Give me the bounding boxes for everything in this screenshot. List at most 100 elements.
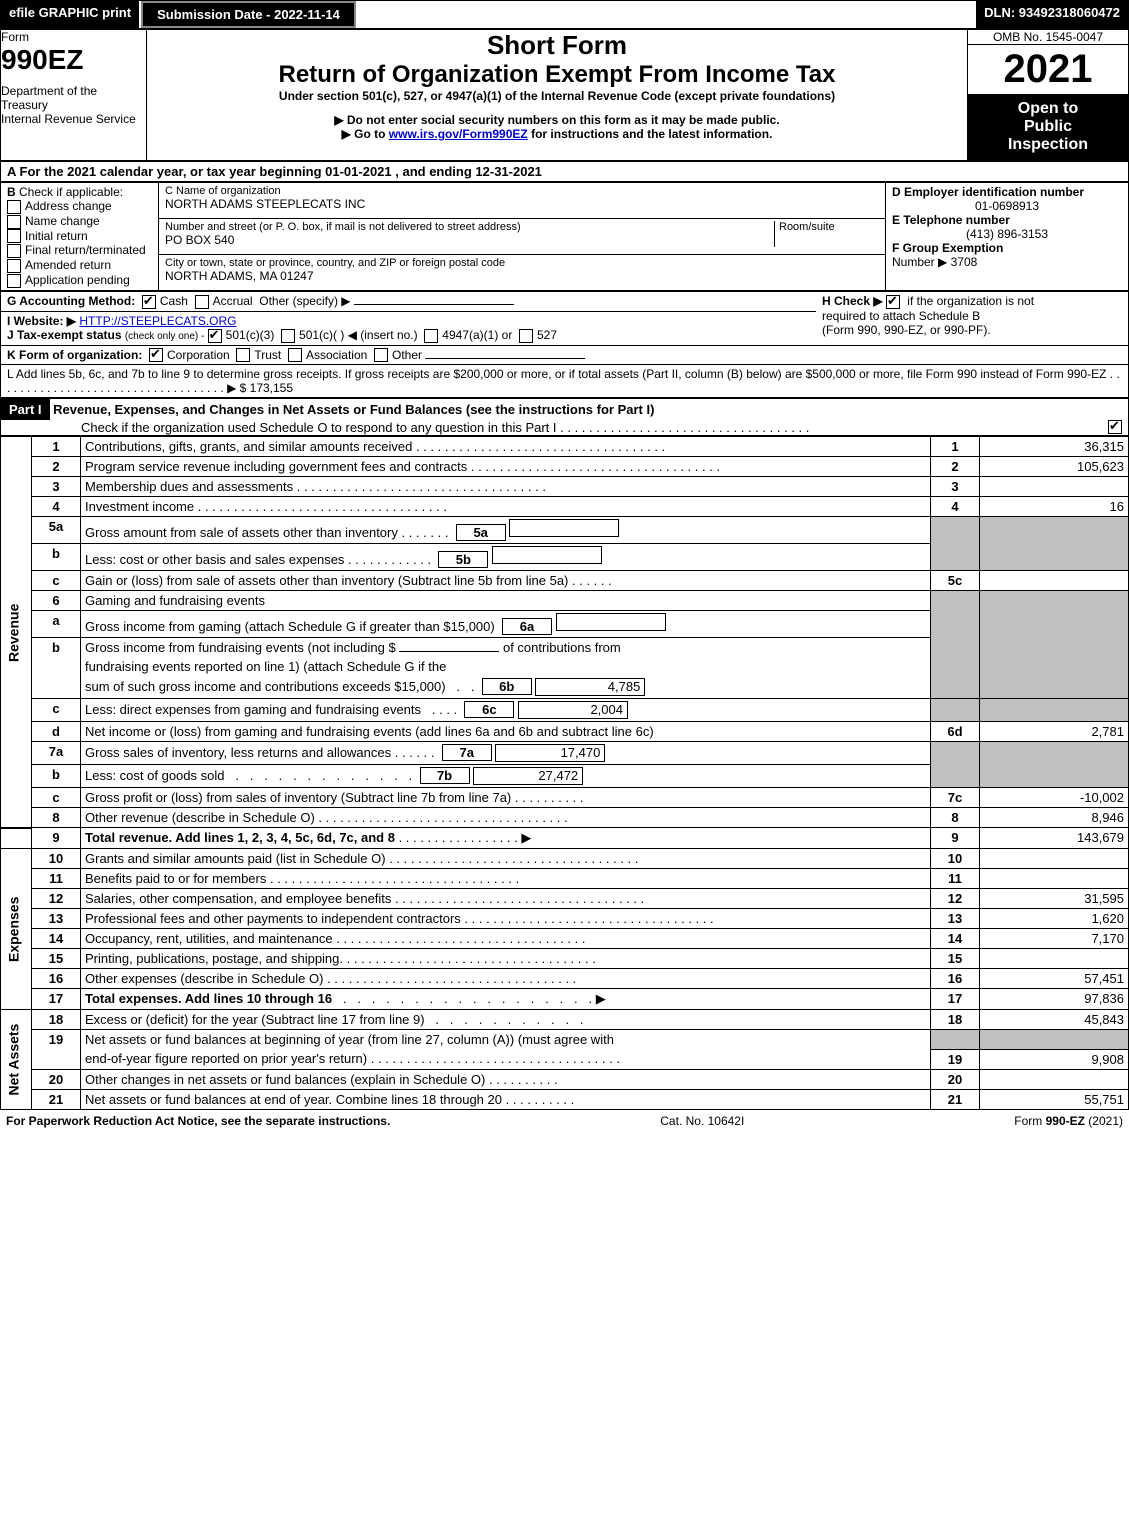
checkbox-association[interactable] [288,348,302,362]
l6b-desc1: Gross income from fundraising events (no… [81,638,931,658]
opt-corporation: Corporation [167,348,230,362]
l8-num: 8 [32,808,81,828]
line-5c-row: c Gain or (loss) from sale of assets oth… [1,571,1129,591]
efile-print-button[interactable]: efile GRAPHIC print [1,1,141,28]
opt-app-pending: Application pending [25,273,130,287]
checkbox-amended[interactable] [7,259,21,273]
checkbox-address-change[interactable] [7,200,21,214]
checkbox-h[interactable] [886,295,900,309]
l5a-num: 5a [32,517,81,544]
topbar-spacer [356,1,976,28]
section-f-label: F Group Exemption [892,241,1003,255]
dots-13 [461,911,714,926]
open-line2: Public [972,118,1124,136]
opt-other-org: Other [392,348,422,362]
l6b-contrib-input[interactable] [399,651,499,652]
l7a-box: 7a [442,744,492,761]
footer-right: Form 990-EZ (2021) [1014,1114,1123,1128]
checkbox-initial-return[interactable] [7,229,21,243]
section-c-street-cell: Number and street (or P. O. box, if mail… [159,218,886,254]
l5a-desc-text: Gross amount from sale of assets other t… [85,525,398,540]
net-assets-side-label: Net Assets [1,1010,32,1110]
checkbox-trust[interactable] [236,348,250,362]
l7b-box: 7b [420,767,470,784]
checkbox-accrual[interactable] [195,295,209,309]
checkbox-cash[interactable] [142,295,156,309]
l10-num: 10 [32,849,81,869]
line-18-row: Net Assets 18 Excess or (deficit) for th… [1,1010,1129,1030]
line-13-row: 13 Professional fees and other payments … [1,909,1129,929]
l7c-num: c [32,788,81,808]
dots-14 [333,931,586,946]
l6a-box: 6a [502,618,552,635]
section-b-check-label: Check if applicable: [19,185,123,199]
l7c-desc: Gross profit or (loss) from sales of inv… [81,788,931,808]
l1-amt: 36,315 [980,437,1129,457]
l12-amt: 31,595 [980,889,1129,909]
checkbox-other-org[interactable] [374,348,388,362]
l21-amt: 55,751 [980,1089,1129,1109]
checkbox-4947[interactable] [424,329,438,343]
checkbox-app-pending[interactable] [7,274,21,288]
checkbox-501c[interactable] [281,329,295,343]
l10-desc-text: Grants and similar amounts paid (list in… [85,851,386,866]
other-org-input[interactable] [425,358,585,359]
checkbox-527[interactable] [519,329,533,343]
l20-ln: 20 [931,1069,980,1089]
street-value: PO BOX 540 [165,233,774,247]
section-j-sub: (check only one) - [125,331,204,342]
section-b-cell: B Check if applicable: Address change Na… [1,183,159,291]
room-suite-label: Room/suite [774,221,879,247]
checkbox-501c3[interactable] [208,329,222,343]
group-exemption-value: 3708 [951,255,978,269]
ein-value: 01-0698913 [892,199,1122,213]
l11-desc: Benefits paid to or for members [81,869,931,889]
l5c-desc: Gain or (loss) from sale of assets other… [81,571,931,591]
l15-ln: 15 [931,949,980,969]
dots-2 [467,459,720,474]
l17-ln: 17 [931,989,980,1010]
l6b-desc3-text: sum of such gross income and contributio… [85,679,446,694]
section-k-label: K Form of organization: [7,348,142,362]
checkbox-schedule-o[interactable] [1108,420,1122,434]
submission-date-button[interactable]: Submission Date - 2022-11-14 [141,1,356,28]
opt-527: 527 [537,328,557,342]
shade-6-amt [980,591,1129,699]
form-id-cell: Form 990EZ Department of the Treasury In… [1,30,147,161]
checkbox-name-change[interactable] [7,215,21,229]
open-line1: Open to [972,100,1124,118]
l6a-desc: Gross income from gaming (attach Schedul… [81,611,931,638]
city-label: City or town, state or province, country… [165,257,879,269]
l6c-desc: Less: direct expenses from gaming and fu… [81,699,931,722]
checkbox-final-return[interactable] [7,244,21,258]
l18-amt: 45,843 [980,1010,1129,1030]
line-2-row: 2 Program service revenue including gove… [1,457,1129,477]
section-c-name-cell: C Name of organization NORTH ADAMS STEEP… [159,183,886,219]
section-g-label: G Accounting Method: [7,294,135,308]
opt-trust: Trust [254,348,281,362]
checkbox-corporation[interactable] [149,348,163,362]
l18-desc-text: Excess or (deficit) for the year (Subtra… [85,1012,425,1027]
l5b-box: 5b [438,551,488,568]
l5b-desc-text: Less: cost or other basis and sales expe… [85,552,344,567]
l6a-boxamt [556,613,666,631]
section-a-table: A For the 2021 calendar year, or tax yea… [0,161,1129,182]
l17-desc: Total expenses. Add lines 10 through 16 … [81,989,931,1010]
l2-desc-text: Program service revenue including govern… [85,459,467,474]
opt-address-change: Address change [25,199,112,213]
other-specify-input[interactable] [354,304,514,305]
l6b-desc-mid: of contributions from [503,640,621,655]
l8-amt: 8,946 [980,808,1129,828]
short-form-title: Short Form [147,30,967,61]
part1-check-line: Check if the organization used Schedule … [81,420,557,435]
irs-link[interactable]: www.irs.gov/Form990EZ [389,127,528,141]
section-e-label: E Telephone number [892,213,1010,227]
l6c-box: 6c [464,701,514,718]
l20-desc: Other changes in net assets or fund bala… [81,1069,931,1089]
l5b-desc: Less: cost or other basis and sales expe… [81,544,931,571]
opt-accrual: Accrual [213,294,253,308]
opt-association: Association [306,348,367,362]
l7b-desc-text: Less: cost of goods sold [85,768,224,783]
line-12-row: 12 Salaries, other compensation, and emp… [1,889,1129,909]
dots-11 [266,871,519,886]
